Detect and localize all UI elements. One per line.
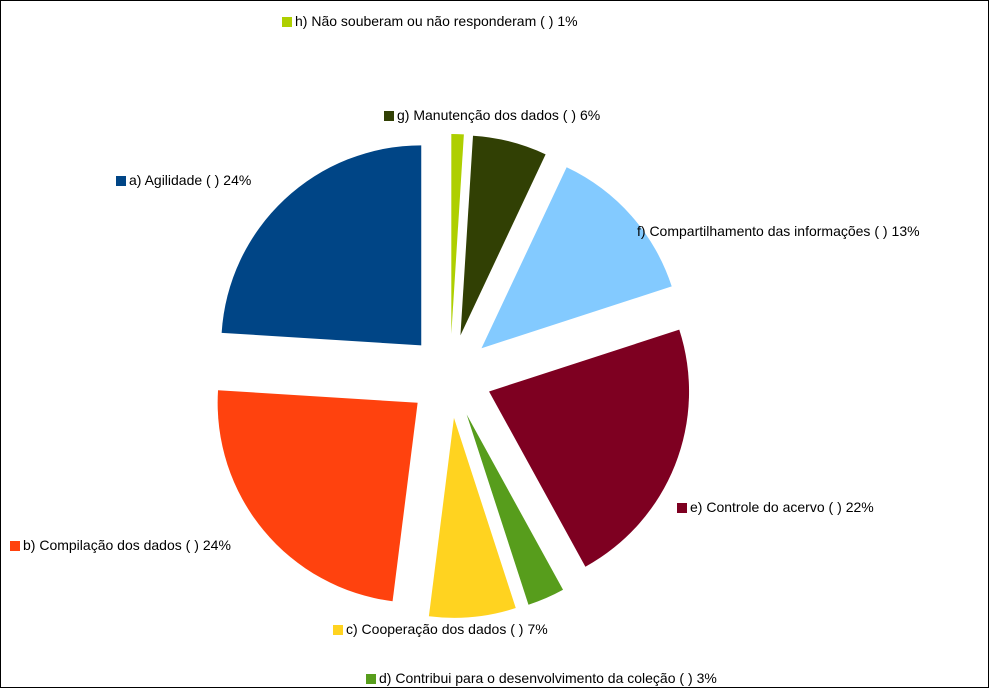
pie-slice xyxy=(460,135,546,336)
pie-slice xyxy=(466,414,564,605)
slice-category: f) Compartilhamento das informações ( ) xyxy=(637,223,888,239)
slice-value-label: 24% xyxy=(203,537,231,553)
legend-swatch xyxy=(333,625,343,635)
slice-category: d) Contribui para o desenvolvimento da c… xyxy=(379,670,693,686)
slice-label: c) Cooperação dos dados ( ) 7% xyxy=(346,621,548,637)
slice-category: b) Compilação dos dados ( ) xyxy=(23,537,199,553)
slice-category: c) Cooperação dos dados ( ) xyxy=(346,621,523,637)
pie-slice xyxy=(428,417,516,618)
pie-slice xyxy=(451,134,464,335)
slice-category: h) Não souberam ou não responderam ( ) xyxy=(295,13,553,29)
slice-category: g) Manutenção dos dados ( ) xyxy=(397,107,576,123)
slice-value-label: 7% xyxy=(527,621,547,637)
pie-slice xyxy=(217,390,418,602)
slice-value-label: 3% xyxy=(697,670,717,686)
slice-label: e) Controle do acervo ( ) 22% xyxy=(690,499,874,515)
slice-label: d) Contribui para o desenvolvimento da c… xyxy=(379,670,717,686)
legend-swatch xyxy=(624,227,634,237)
slice-category: a) Agilidade ( ) xyxy=(129,172,219,188)
pie-slice xyxy=(481,167,672,349)
legend-swatch xyxy=(10,541,20,551)
legend-swatch xyxy=(384,111,394,121)
slice-label: h) Não souberam ou não responderam ( ) 1% xyxy=(295,13,578,29)
pie-slice xyxy=(221,145,422,346)
slice-value-label: 1% xyxy=(557,13,577,29)
slice-label: f) Compartilhamento das informações ( ) 1… xyxy=(637,223,920,239)
slice-value-label: 6% xyxy=(580,107,600,123)
slice-category: e) Controle do acervo ( ) xyxy=(690,499,842,515)
legend-swatch xyxy=(677,503,687,513)
legend-swatch xyxy=(116,176,126,186)
slice-label: g) Manutenção dos dados ( ) 6% xyxy=(397,107,600,123)
slice-label: a) Agilidade ( ) 24% xyxy=(129,172,251,188)
slice-label: b) Compilação dos dados ( ) 24% xyxy=(23,537,231,553)
slice-value-label: 13% xyxy=(892,223,920,239)
legend-swatch xyxy=(366,674,376,684)
pie-slice xyxy=(489,329,690,567)
slice-value-label: 22% xyxy=(846,499,874,515)
legend-swatch xyxy=(282,17,292,27)
slice-value-label: 24% xyxy=(223,172,251,188)
